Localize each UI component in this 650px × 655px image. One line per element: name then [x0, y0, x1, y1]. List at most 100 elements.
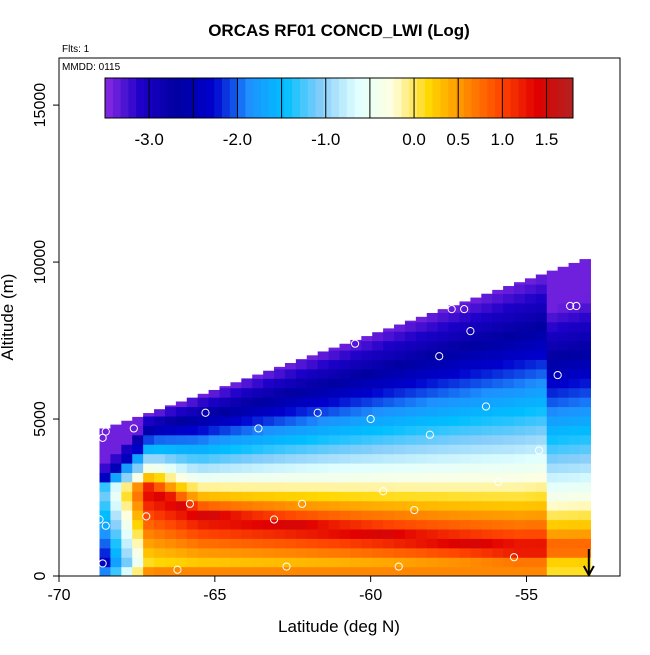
heatmap-cell [110, 510, 122, 521]
heatmap-cell [241, 415, 253, 426]
heatmap-cell [437, 359, 450, 370]
heatmap-cell [230, 510, 242, 521]
colorbar-segment [206, 78, 215, 118]
colorbar-segment [175, 78, 184, 118]
heatmap-cell [437, 349, 450, 360]
heatmap-cell [361, 472, 373, 483]
heatmap-cell [383, 359, 395, 370]
heatmap-cell [230, 566, 242, 576]
heatmap-cell [437, 312, 450, 323]
heatmap-cell [448, 500, 461, 511]
heatmap-cell [230, 444, 242, 455]
heatmap-cell [503, 359, 515, 370]
heatmap-cell [492, 359, 504, 370]
heatmap-cell [579, 302, 591, 313]
heatmap-cell [459, 415, 471, 426]
heatmap-cell [546, 453, 559, 464]
heatmap-cell [121, 444, 133, 455]
heatmap-cell [492, 368, 504, 379]
heatmap-cell [426, 434, 439, 445]
heatmap-cell [481, 566, 493, 576]
heatmap-cell [557, 434, 570, 445]
heatmap-cell [426, 340, 439, 351]
heatmap-cell [164, 481, 177, 492]
flight-point [572, 301, 581, 311]
heatmap-cell [394, 387, 406, 398]
heatmap-cell [350, 547, 362, 558]
heatmap-cell [208, 538, 221, 549]
heatmap-cell [99, 444, 112, 455]
heatmap-cell [263, 500, 275, 511]
heatmap-cell [99, 472, 112, 483]
heatmap-cell [492, 491, 504, 502]
heatmap-cell [579, 481, 591, 492]
flight-point [435, 352, 444, 361]
heatmap-cell [514, 462, 526, 473]
heatmap-cell [328, 481, 341, 492]
heatmap-cell [437, 472, 450, 483]
heatmap-cell [404, 519, 417, 530]
heatmap-cell [503, 378, 515, 389]
heatmap-cell [252, 453, 264, 464]
heatmap-cell [361, 387, 373, 398]
heatmap-cell [350, 340, 362, 351]
heatmap-cell [219, 500, 232, 511]
heatmap-cell [546, 378, 559, 389]
heatmap-cell [557, 302, 570, 313]
heatmap-cell [470, 331, 482, 342]
heatmap-cell [568, 293, 581, 304]
heatmap-cell [448, 434, 461, 445]
heatmap-cell [372, 566, 384, 576]
heatmap-cell [383, 328, 395, 332]
heatmap-cell [492, 566, 504, 576]
heatmap-cell [568, 519, 581, 530]
colorbar-segment [456, 78, 465, 118]
heatmap-cell [361, 547, 373, 558]
heatmap-cell [252, 519, 264, 530]
heatmap-cell [383, 340, 395, 351]
heatmap-cell [394, 557, 406, 568]
heatmap-cell [535, 434, 548, 445]
heatmap-cell [175, 557, 188, 568]
heatmap-cell [339, 387, 352, 398]
heatmap-cell [503, 302, 515, 313]
heatmap-cell [99, 453, 112, 464]
heatmap-cell [350, 397, 362, 408]
heatmap-cell [415, 340, 428, 351]
down-arrow-icon [582, 549, 595, 578]
heatmap-cell [492, 462, 504, 473]
heatmap-cell [503, 462, 515, 473]
heatmap-cell [143, 491, 155, 502]
heatmap-cell [361, 378, 373, 389]
heatmap-cell [317, 444, 330, 455]
heatmap-cell [535, 349, 548, 360]
heatmap-cell [492, 547, 504, 558]
heatmap-cell [350, 434, 362, 445]
heatmap-cell [394, 519, 406, 530]
heatmap-cell [361, 397, 373, 408]
heatmap-cell [535, 406, 548, 417]
heatmap-cell [448, 566, 461, 576]
heatmap-cell [372, 425, 384, 436]
heatmap-cell [568, 368, 581, 379]
heatmap-cell [579, 519, 591, 530]
heatmap-cell [132, 453, 144, 464]
heatmap-cell [263, 519, 275, 530]
heatmap-cell [328, 538, 341, 549]
heatmap-cell [295, 397, 308, 408]
heatmap-cell [110, 462, 122, 473]
heatmap-cell [274, 406, 286, 417]
heatmap-cell [306, 491, 319, 502]
heatmap-cell [219, 481, 232, 492]
heatmap-cell [415, 538, 428, 549]
heatmap-cell [481, 491, 493, 502]
heatmap-cell [295, 557, 308, 568]
heatmap-cell [208, 510, 221, 521]
heatmap-cell [306, 444, 319, 455]
heatmap-cell [317, 519, 330, 530]
heatmap-cell [110, 424, 122, 426]
heatmap-cell [186, 538, 199, 549]
heatmap-cell [317, 491, 330, 502]
heatmap-cell [557, 321, 570, 332]
heatmap-cell [110, 547, 122, 558]
